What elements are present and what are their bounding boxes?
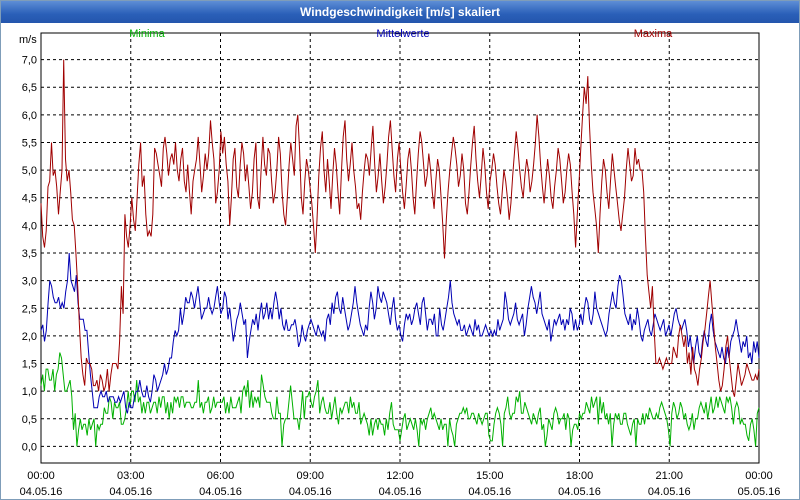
y-tick-label: 6,0 [22, 110, 37, 122]
y-tick-label: 0,5 [22, 414, 37, 426]
legend-maxima: Maxima [634, 28, 673, 40]
legend-minima: Minima [129, 28, 165, 40]
x-tick-date: 04.05.16 [558, 486, 601, 498]
x-tick-time: 03:00 [117, 470, 145, 482]
series-line-minima [40, 352, 760, 447]
series-line-maxima [40, 59, 760, 397]
y-tick-label: 5,0 [22, 165, 37, 177]
x-tick-time: 18:00 [566, 470, 594, 482]
x-tick-date: 04.05.16 [379, 486, 422, 498]
y-axis-label: m/s [19, 34, 37, 46]
y-tick-label: 1,0 [22, 386, 37, 398]
x-tick-date: 04.05.16 [109, 486, 152, 498]
series-layer [40, 59, 760, 447]
x-tick-date: 04.05.16 [289, 486, 332, 498]
x-tick-time: 00:00 [745, 470, 773, 482]
y-tick-label: 4,0 [22, 220, 37, 232]
y-tick-label: 0,0 [22, 441, 37, 453]
series-line-mittelwerte [40, 252, 760, 414]
y-tick-label: 6,5 [22, 82, 37, 94]
y-tick-label: 1,5 [22, 359, 37, 371]
y-tick-label: 3,0 [22, 276, 37, 288]
y-tick-label: 2,0 [22, 331, 37, 343]
x-tick-time: 00:00 [27, 470, 55, 482]
x-tick-time: 06:00 [207, 470, 235, 482]
y-tick-label: 3,5 [22, 248, 37, 260]
y-tick-label: 7,0 [22, 55, 37, 67]
legend-mittelwerte: Mittelwerte [376, 28, 429, 40]
y-tick-label: 2,5 [22, 303, 37, 315]
x-tick-time: 15:00 [476, 470, 504, 482]
x-tick-date: 04.05.16 [468, 486, 511, 498]
y-tick-label: 4,5 [22, 193, 37, 205]
grid [40, 32, 760, 464]
x-tick-time: 21:00 [655, 470, 683, 482]
x-tick-date: 04.05.16 [20, 486, 63, 498]
x-tick-date: 04.05.16 [199, 486, 242, 498]
axes-layer: m/s Minima Mittelwerte Maxima 0,0 0,5 1,0 1… [19, 28, 780, 498]
wind-speed-chart: m/s Minima Mittelwerte Maxima 0,0 0,5 1,0 1… [19, 28, 780, 498]
window-title: Windgeschwindigkeit [m/s] skaliert [1, 1, 799, 23]
x-tick-date: 04.05.16 [648, 486, 691, 498]
y-tick-label: 5,5 [22, 137, 37, 149]
x-tick-time: 09:00 [296, 470, 324, 482]
x-tick-date: 05.05.16 [738, 486, 781, 498]
x-tick-time: 12:00 [386, 470, 414, 482]
